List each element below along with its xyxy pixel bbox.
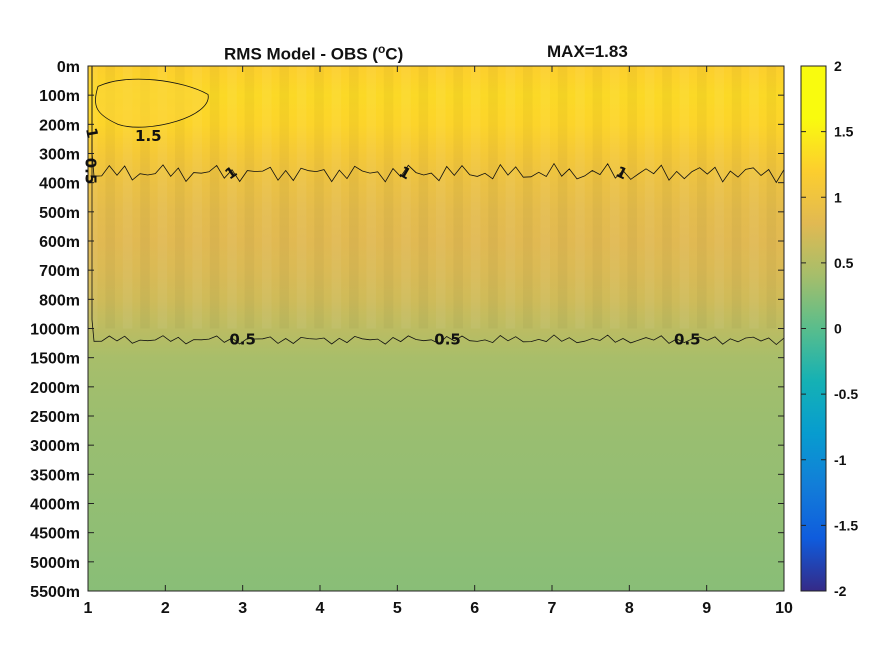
contour-label: 0.5	[229, 331, 256, 349]
y-tick-label: 0m	[57, 59, 80, 76]
heatmap-field	[88, 66, 784, 591]
colorbar-tick-label: 1	[834, 189, 842, 205]
chart-title-text: RMS Model - OBS (	[224, 44, 378, 64]
heatmap-stripe	[88, 66, 98, 329]
heatmap-stripe	[262, 66, 272, 329]
heatmap-stripe	[122, 66, 133, 329]
contour-label: 0.5	[81, 158, 99, 185]
max-annotation: MAX=1.83	[547, 42, 628, 61]
y-tick-label: 800m	[39, 292, 80, 309]
y-tick-label: 500m	[39, 205, 80, 222]
y-tick-label: 3000m	[30, 438, 80, 455]
heatmap-stripe	[279, 66, 289, 329]
y-tick-label: 5500m	[30, 584, 80, 601]
x-tick-label: 7	[548, 600, 557, 617]
contour-label: 0.5	[434, 331, 461, 349]
heatmap-stripe	[662, 66, 672, 329]
heatmap-stripe	[157, 66, 168, 329]
heatmap-stripe	[610, 66, 620, 329]
contour-line-1-5	[95, 78, 209, 128]
y-tick-label: 1500m	[30, 351, 80, 368]
heatmap-stripe	[767, 66, 777, 329]
heatmap-stripe	[314, 66, 324, 329]
colorbar: 2 1.5 1 0.5 0 -0.5 -1 -1.5 -2	[800, 58, 858, 599]
chart-title-unit: C)	[385, 44, 404, 64]
heatmap-stripe	[697, 66, 707, 329]
contour-label: 0.5	[674, 331, 701, 349]
chart-title-row: RMS Model - OBS (oC) MAX=1.83	[0, 42, 875, 64]
heatmap-stripe	[523, 66, 533, 329]
x-tick-label: 6	[470, 600, 479, 617]
contour-lines	[91, 66, 784, 346]
colorbar-tick-label: -1	[834, 452, 847, 468]
heatmap-stripe	[436, 66, 446, 329]
heatmap-stripe	[558, 66, 568, 329]
heatmap-stripe	[331, 66, 342, 329]
x-axis: 1 2 3 4 5 6 7 8 9 10	[84, 66, 793, 617]
contour-label: 1	[82, 126, 102, 139]
chart-title: RMS Model - OBS (oC)	[224, 42, 403, 65]
heatmap-stripe	[419, 66, 429, 329]
y-tick-label: 600m	[39, 234, 80, 251]
y-tick-label: 2500m	[30, 409, 80, 426]
heatmap-stripe	[296, 66, 307, 329]
x-tick-label: 4	[316, 600, 325, 617]
colorbar-tick-label: -0.5	[834, 386, 858, 402]
colorbar-tick-label: -2	[834, 583, 847, 599]
colorbar-tick-label: 0	[834, 321, 842, 337]
heatmap-stripe	[505, 66, 516, 329]
chart-title-degree: o	[377, 42, 386, 56]
heatmap-stripe	[227, 66, 237, 329]
x-tick-label: 5	[393, 600, 402, 617]
heatmap-stripe	[245, 66, 255, 329]
y-tick-label: 4500m	[30, 526, 80, 543]
heatmap-stripe	[732, 66, 742, 329]
colorbar-ticks: 2 1.5 1 0.5 0 -0.5 -1 -1.5 -2	[801, 58, 858, 599]
heatmap-stripe	[679, 66, 690, 329]
x-tick-label: 10	[775, 600, 793, 617]
colorbar-tick-label: 0.5	[834, 255, 854, 271]
heatmap-stripe	[453, 66, 463, 329]
heatmap-stripe	[749, 66, 759, 329]
heatmap-stripe	[366, 66, 376, 329]
colorbar-tick-label: 2	[834, 58, 842, 74]
plot-area	[88, 66, 784, 591]
x-tick-label: 9	[702, 600, 711, 617]
heatmap-stripe	[714, 66, 724, 329]
x-tick-label: 2	[161, 600, 170, 617]
y-tick-label: 3500m	[30, 467, 80, 484]
contour-line-0-5	[91, 66, 784, 346]
y-tick-label: 100m	[39, 88, 80, 105]
y-tick-label: 1000m	[30, 322, 80, 339]
y-tick-label: 5000m	[30, 555, 80, 572]
y-tick-label: 4000m	[30, 497, 80, 514]
heatmap-stripe	[575, 66, 585, 329]
heatmap-stripe	[349, 66, 359, 329]
heatmap-stripe	[593, 66, 603, 329]
x-tick-label: 3	[238, 600, 247, 617]
heatmap-stripe	[401, 66, 411, 329]
x-tick-label: 1	[84, 600, 93, 617]
heatmap-stripes	[88, 66, 777, 329]
heatmap-stripe	[644, 66, 655, 329]
heatmap-stripe	[384, 66, 394, 329]
colorbar-tick-label: -1.5	[834, 517, 858, 533]
y-tick-label: 300m	[39, 147, 80, 164]
contour-label: 1.5	[135, 127, 162, 145]
y-tick-label: 200m	[39, 117, 80, 134]
heatmap-stripe	[627, 66, 637, 329]
heatmap-stripe	[540, 66, 550, 329]
y-axis: 0m 100m 200m 300m 400m 500m 600m 700m 800m 1000m 1…	[30, 59, 784, 601]
heatmap-stripe	[210, 66, 220, 329]
x-tick-label: 8	[625, 600, 634, 617]
y-tick-label: 700m	[39, 263, 80, 280]
y-tick-label: 400m	[39, 176, 80, 193]
heatmap-stripe	[488, 66, 498, 329]
colorbar-tick-label: 1.5	[834, 124, 854, 140]
contour-line-1	[91, 66, 784, 184]
y-tick-label: 2000m	[30, 380, 80, 397]
heatmap-stripe	[470, 66, 481, 329]
heatmap-stripe	[192, 66, 202, 329]
